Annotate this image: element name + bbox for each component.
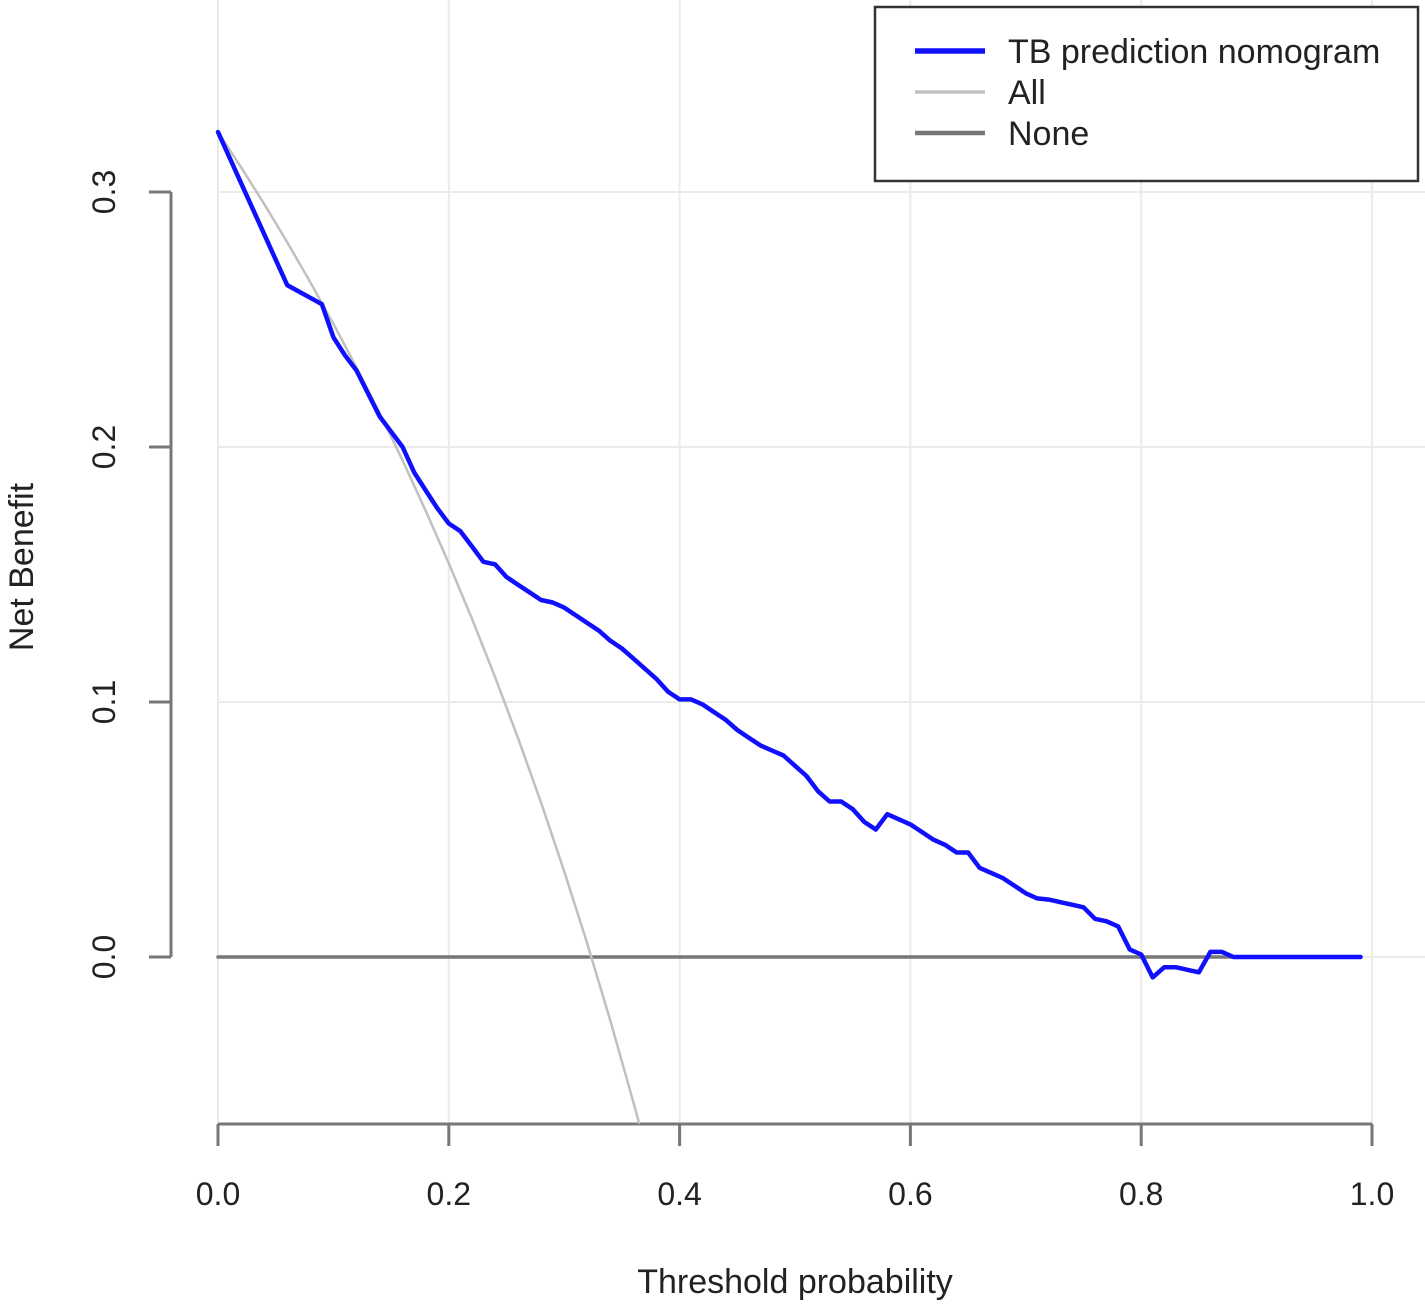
axes: 0.0 0.2 0.4 0.6 0.8 1.0 0.0 0.1 0.2 0.3	[86, 170, 1394, 1212]
x-tick-label: 0.8	[1119, 1176, 1163, 1212]
x-tick-label: 1.0	[1350, 1176, 1394, 1212]
series-line-tb-prediction-nomogram	[215, 129, 1363, 980]
series-lines	[215, 129, 1363, 1125]
y-tick-label: 0.0	[86, 935, 122, 979]
x-tick-label: 0.2	[427, 1176, 471, 1212]
x-tick-label: 0.6	[888, 1176, 932, 1212]
y-tick-label: 0.2	[86, 425, 122, 469]
legend-label-tb-prediction-nomogram: TB prediction nomogram	[1008, 33, 1380, 71]
legend-label-all: All	[1008, 74, 1046, 112]
y-tick-label: 0.3	[86, 170, 122, 214]
x-tick-label: 0.4	[657, 1176, 701, 1212]
legend-label-none: None	[1008, 115, 1089, 153]
y-tick-label: 0.1	[86, 680, 122, 724]
x-tick-label: 0.0	[196, 1176, 240, 1212]
legend-box	[873, 5, 1420, 183]
x-axis-title: Threshold probability	[637, 1263, 953, 1301]
series-line-all	[216, 130, 641, 1125]
y-axis-title: Net Benefit	[3, 482, 41, 651]
